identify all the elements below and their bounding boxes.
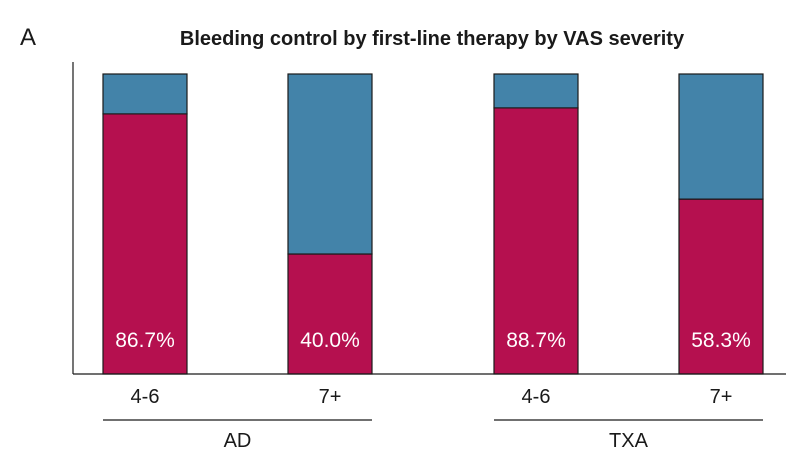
bar-segment-upper — [287, 73, 373, 255]
bar-segment-upper — [678, 73, 764, 200]
bar-segment-upper — [493, 73, 579, 109]
group-label: TXA — [609, 430, 649, 452]
x-tick-label: 7+ — [710, 386, 733, 408]
x-tick-label: 4-6 — [131, 386, 160, 408]
bar-segment-lower — [287, 253, 373, 375]
bars-layer: 86.7% 40.0% 88.7% 58.3% — [102, 73, 764, 375]
bar-segment-lower — [102, 113, 188, 375]
data-label: 88.7% — [506, 329, 566, 352]
group-labels: AD TXA — [103, 419, 763, 452]
bar-segment-upper — [102, 73, 188, 115]
data-label: 58.3% — [691, 329, 751, 352]
data-label: 40.0% — [300, 329, 360, 352]
x-tick-label: 4-6 — [522, 386, 551, 408]
tick-labels: 4-6 7+ 4-6 7+ — [131, 386, 733, 408]
chart-title: Bleeding control by first-line therapy b… — [180, 28, 685, 50]
x-tick-label: 7+ — [319, 386, 342, 408]
data-label: 86.7% — [115, 329, 175, 352]
panel-label: A — [20, 24, 36, 51]
bar-segment-lower — [493, 107, 579, 375]
group-label: AD — [224, 430, 252, 452]
